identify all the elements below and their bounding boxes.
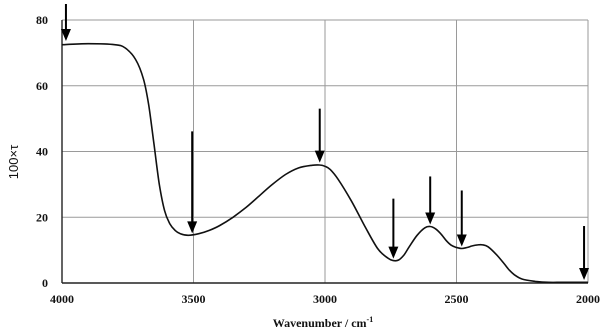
tick-labels: 0 20 40 60 80 4000 3500 3000 2500 2000	[36, 13, 600, 306]
x-axis-label: Wavenumber / cm-1	[273, 315, 373, 330]
peak-arrow	[314, 108, 325, 163]
y-tick-label: 20	[36, 210, 48, 224]
peak-arrow	[60, 4, 71, 42]
x-tick-label: 3000	[313, 292, 337, 306]
arrow-head	[187, 221, 198, 234]
x-tick-label: 2500	[445, 292, 469, 306]
peak-arrow	[579, 226, 590, 281]
peak-arrow	[425, 176, 436, 225]
x-axis-label-superscript: -1	[367, 315, 374, 324]
y-tick-label: 60	[36, 79, 48, 93]
arrow-head	[388, 246, 399, 259]
arrow-head	[314, 150, 325, 163]
axes	[61, 20, 589, 284]
arrow-head	[60, 29, 71, 42]
y-tick-label: 0	[42, 276, 48, 290]
y-tick-label: 40	[36, 145, 48, 159]
spectrum-line	[61, 42, 588, 284]
peak-arrow	[456, 190, 467, 247]
x-tick-label: 4000	[50, 292, 74, 306]
peak-arrow	[388, 198, 399, 259]
arrow-head	[425, 212, 436, 225]
arrow-head	[579, 268, 590, 281]
grid-lines	[62, 19, 588, 283]
peak-arrow	[187, 131, 198, 234]
x-tick-label: 2000	[576, 292, 600, 306]
x-tick-label: 3500	[182, 292, 206, 306]
y-tick-label: 80	[36, 13, 48, 27]
spectrum-series	[61, 42, 588, 284]
arrow-head	[456, 234, 467, 247]
y-axis-label: 100×τ	[6, 144, 21, 179]
peak-arrows	[60, 4, 590, 281]
